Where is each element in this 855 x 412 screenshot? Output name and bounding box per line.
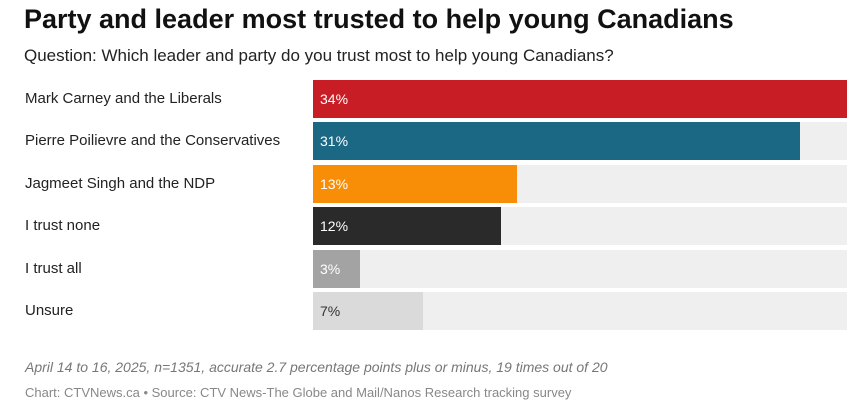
bar: [313, 249, 361, 288]
chart-title: Party and leader most trusted to help yo…: [24, 4, 734, 34]
bar-track: 12%: [313, 207, 847, 246]
bar-row: Mark Carney and the Liberals 34%: [0, 80, 855, 118]
chart-credit: Chart: CTVNews.ca • Source: CTV News-The…: [25, 385, 572, 400]
value-label: 31%: [320, 133, 349, 150]
category-label: Jagmeet Singh and the NDP: [25, 174, 216, 192]
bar: [313, 164, 518, 203]
bar: [313, 207, 502, 246]
value-label: 12%: [320, 218, 349, 235]
bar-track: 7%: [313, 292, 847, 330]
bar-row: Pierre Poilievre and the Conservatives 31…: [0, 122, 855, 161]
bar-row: I trust none 12%: [0, 207, 855, 246]
bar-track: 13%: [313, 164, 847, 203]
bar: [313, 292, 423, 330]
chart-footnote: April 14 to 16, 2025, n=1351, accurate 2…: [25, 359, 608, 375]
bar-row: I trust all 3%: [0, 249, 855, 288]
value-label: 3%: [320, 260, 341, 277]
value-label: 34%: [320, 91, 349, 107]
bar: [313, 80, 847, 118]
category-label: I trust none: [25, 217, 101, 235]
value-label: 7%: [320, 303, 341, 319]
bar-track: 31%: [313, 122, 847, 161]
bar-row: Unsure 7%: [0, 292, 855, 330]
category-label: I trust all: [25, 259, 82, 277]
value-label: 13%: [320, 175, 349, 192]
bar-track: 3%: [313, 249, 847, 288]
bar-row: Jagmeet Singh and the NDP 13%: [0, 164, 855, 203]
chart-subtitle: Question: Which leader and party do you …: [24, 46, 614, 65]
bar-track: 34%: [313, 80, 847, 118]
bar: [313, 122, 800, 161]
category-label: Unsure: [25, 302, 74, 319]
category-label: Pierre Poilievre and the Conservatives: [25, 132, 281, 150]
category-label: Mark Carney and the Liberals: [25, 90, 222, 107]
